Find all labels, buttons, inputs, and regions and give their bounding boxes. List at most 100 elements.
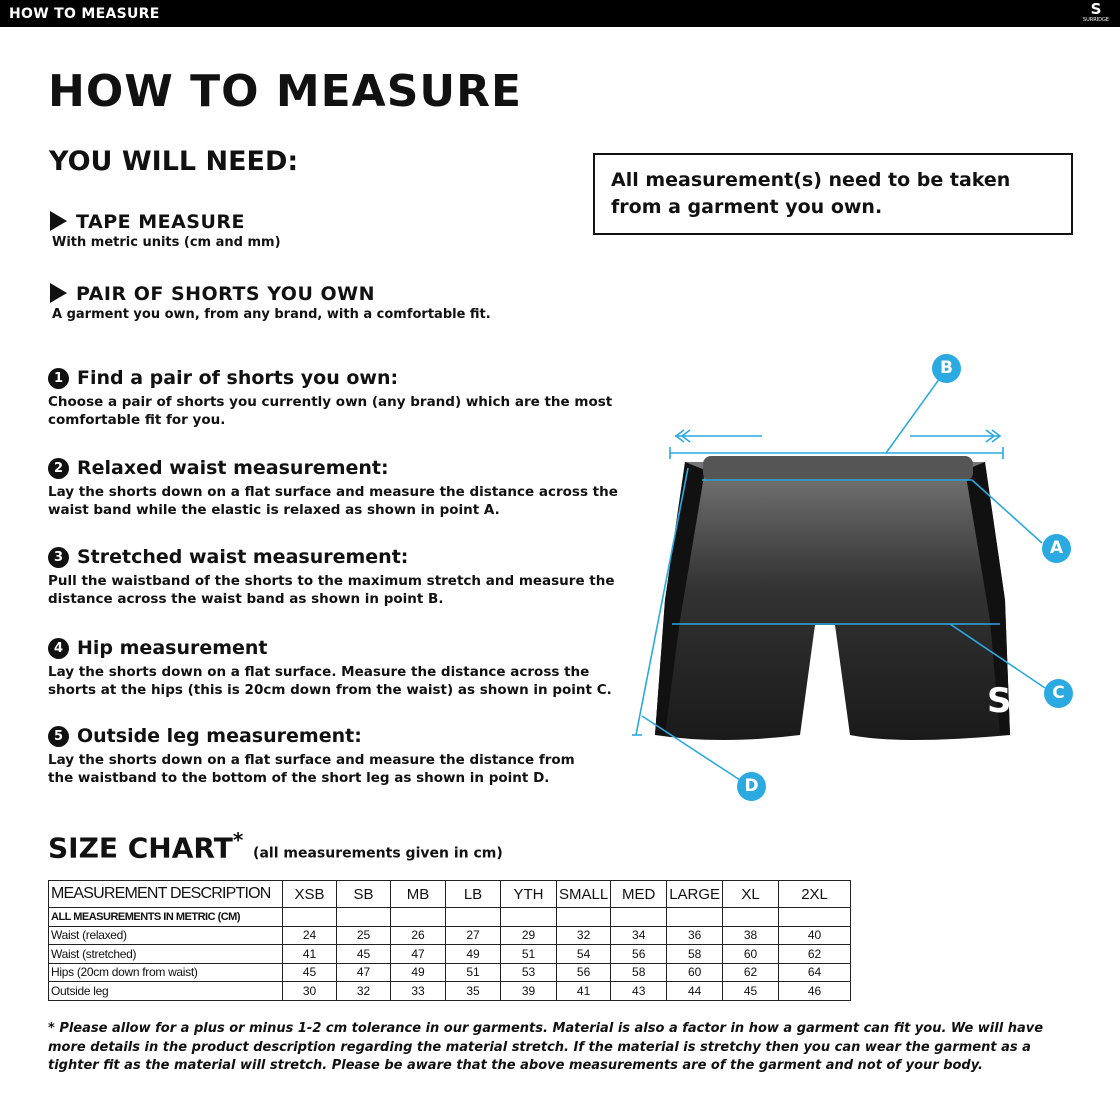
brand-logo-on-shorts: S [987,681,1012,721]
step-number-icon: 2 [48,457,69,479]
table-cell: 32 [336,981,391,1001]
step-number-icon: 3 [48,546,69,568]
step-desc: Lay the shorts down on a flat surface an… [48,752,575,786]
table-cell: 41 [282,944,337,964]
need-label: TAPE MEASURE [76,211,246,233]
table-cell: 49 [390,962,446,982]
table-cell: 26 [390,925,446,945]
table-row: Waist (stretched) 41 45 47 49 51 54 56 58 60 62 [48,944,852,964]
column-header: XSB [282,880,337,908]
step-number-icon: 1 [48,367,69,389]
top-bar-title: HOW TO MEASURE [9,6,160,22]
table-cell: 46 [778,981,852,1001]
need-item-tape: TAPE MEASURE With metric units (cm and m… [50,211,281,250]
step-1: 1 Find a pair of shorts you own: Choose a … [48,367,628,429]
table-cell: 60 [722,944,780,964]
table-cell: 34 [610,925,668,945]
page-title: HOW TO MEASURE [48,66,523,117]
row-label: Waist (relaxed) [48,925,283,945]
point-a-marker: A [1042,534,1071,563]
subheader-cell: ALL MEASUREMENTS IN METRIC (CM) [48,907,283,927]
triangle-bullet-icon [50,211,67,231]
table-cell: 33 [390,981,446,1001]
size-chart-subtitle: (all measurements given in cm) [253,845,503,862]
table-cell: 39 [500,981,557,1001]
step-desc: Lay the shorts down on a flat surface. M… [48,664,612,698]
size-chart-title: SIZE CHART* (all measurements given in c… [48,828,503,864]
brand-logo: S SURRIDGE [1082,0,1110,24]
row-label: Hips (20cm down from waist) [48,962,283,982]
table-cell: 53 [500,962,557,982]
table-cell: 30 [282,981,337,1001]
table-row: Waist (relaxed) 24 25 26 27 29 32 34 36 38 40 [48,925,852,945]
table-cell: 40 [778,925,852,945]
table-cell: 45 [336,944,391,964]
table-cell: 58 [666,944,724,964]
table-cell: 51 [445,962,501,982]
table-cell: 25 [336,925,391,945]
step-title: Relaxed waist measurement: [77,457,389,479]
table-cell: 62 [722,962,780,982]
need-label: PAIR OF SHORTS YOU OWN [76,283,376,305]
table-cell: 27 [445,925,501,945]
top-bar: HOW TO MEASURE S SURRIDGE [0,0,1120,27]
step-2: 2 Relaxed waist measurement: Lay the short… [48,457,628,519]
table-cell: 36 [666,925,724,945]
table-cell: 62 [778,944,852,964]
shorts-diagram: S [632,377,1046,781]
step-5: 5 Outside leg measurement: Lay the shorts … [48,725,588,787]
footnote: * Please allow for a plus or minus 1-2 c… [48,1021,1044,1073]
point-d-marker: D [737,772,766,801]
column-header: SB [336,880,391,908]
column-header: LB [445,880,501,908]
table-cell: 35 [445,981,501,1001]
table-header-row: MEASUREMENT DESCRIPTION XSB SB MB LB YTH SMALL… [48,880,852,908]
column-header: MED [610,880,668,908]
you-will-need-heading: YOU WILL NEED: [49,146,299,177]
table-cell: 41 [555,981,612,1001]
step-desc: Lay the shorts down on a flat surface an… [48,484,618,518]
shorts-image [655,462,1010,740]
step-desc: Choose a pair of shorts you currently ow… [48,394,613,428]
triangle-bullet-icon [50,283,67,303]
note-box: All measurement(s) need to be taken from… [593,153,1073,235]
table-cell: 32 [555,925,612,945]
need-item-shorts: PAIR OF SHORTS YOU OWN A garment you own… [50,283,491,322]
size-chart-heading: SIZE CHART [48,831,233,865]
point-c-marker: C [1044,679,1073,708]
step-4: 4 Hip measurement Lay the shorts down on a… [48,637,638,699]
table-cell: 29 [500,925,557,945]
column-header: SMALL [555,880,612,908]
table-cell: 43 [610,981,668,1001]
table-cell: 60 [666,962,724,982]
table-cell: 47 [390,944,446,964]
table-cell: 38 [722,925,780,945]
table-cell: 45 [282,962,337,982]
step-number-icon: 5 [48,725,69,747]
step-3: 3 Stretched waist measurement: Pull the wa… [48,546,628,608]
point-b-marker: B [932,354,961,383]
step-number-icon: 4 [48,637,69,659]
table-cell: 45 [722,981,780,1001]
step-title: Find a pair of shorts you own: [77,367,399,389]
row-label: Waist (stretched) [48,944,283,964]
table-cell: 24 [282,925,337,945]
asterisk: * [232,828,244,852]
step-title: Hip measurement [77,637,268,659]
size-chart-table: MEASUREMENT DESCRIPTION XSB SB MB LB YTH SMALL… [48,880,852,1001]
table-cell: 54 [555,944,612,964]
table-cell: 56 [555,962,612,982]
column-header: YTH [500,880,557,908]
table-cell: 44 [666,981,724,1001]
table-cell: 49 [445,944,501,964]
need-desc: With metric units (cm and mm) [52,235,281,250]
column-header: 2XL [778,880,852,908]
table-cell: 51 [500,944,557,964]
table-subheader-row: ALL MEASUREMENTS IN METRIC (CM) [48,907,852,927]
column-header: MEASUREMENT DESCRIPTION [48,880,283,908]
table-cell: 56 [610,944,668,964]
column-header: LARGE [666,880,724,908]
table-cell: 58 [610,962,668,982]
table-cell: 47 [336,962,391,982]
table-row: Outside leg 30 32 33 35 39 41 43 44 45 46 [48,981,852,1001]
